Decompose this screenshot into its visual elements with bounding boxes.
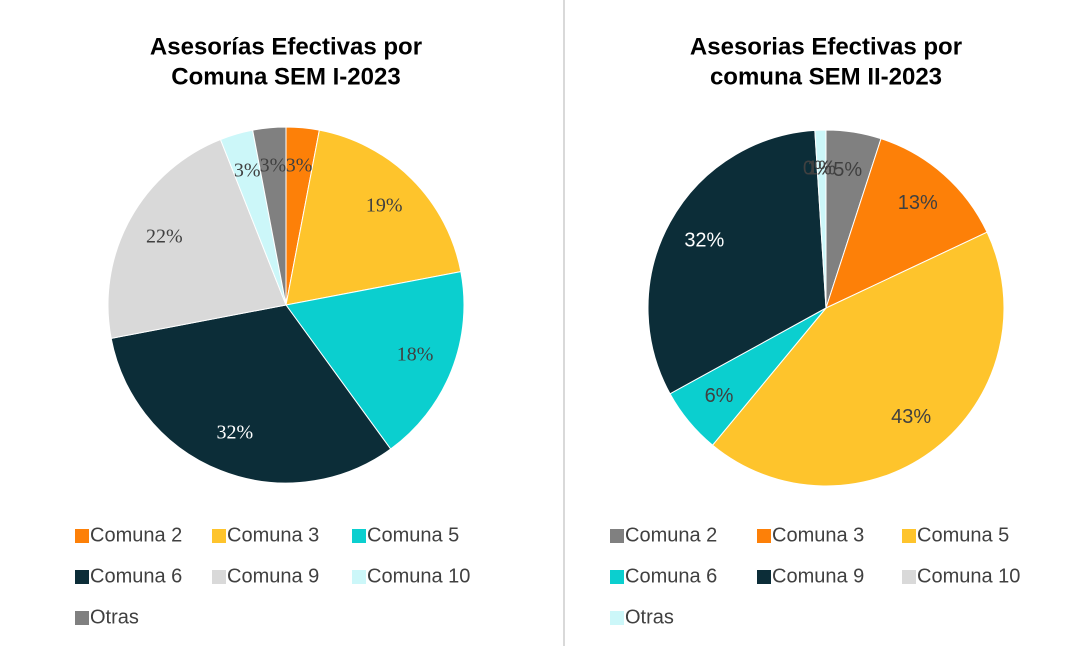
data-label: 3% <box>234 159 261 181</box>
data-label: 0% <box>803 158 832 180</box>
chart-title: Comuna SEM I-2023 <box>171 63 400 90</box>
pie-slice <box>252 126 287 306</box>
legend-swatch <box>610 570 624 584</box>
legend-label: Comuna 10 <box>367 565 470 587</box>
legend-swatch <box>610 529 624 543</box>
legend-swatch <box>212 529 226 543</box>
legend-swatch <box>757 570 771 584</box>
pie-slice <box>285 271 465 450</box>
legend-swatch <box>212 570 226 584</box>
pie-slice <box>107 138 287 339</box>
legend-label: Comuna 2 <box>90 524 182 546</box>
data-label: 32% <box>684 229 724 251</box>
legend-swatch <box>75 529 89 543</box>
legend-swatch <box>75 611 89 625</box>
data-label: 3% <box>286 154 313 176</box>
legend-label: Comuna 9 <box>227 565 319 587</box>
chart-title: Asesorias Efectivas por <box>690 33 962 60</box>
legend-label: Comuna 3 <box>227 524 319 546</box>
pie-slice <box>110 304 392 484</box>
legend-label: Comuna 3 <box>772 524 864 546</box>
legend-label: Otras <box>90 606 139 628</box>
data-label: 32% <box>217 422 254 444</box>
legend-swatch <box>75 570 89 584</box>
legend-swatch <box>757 529 771 543</box>
data-label: 43% <box>891 406 931 428</box>
pie-slice <box>825 138 988 309</box>
data-label: 6% <box>705 385 734 407</box>
data-label: 18% <box>397 344 434 366</box>
chart-title: Asesorías Efectivas por <box>150 33 422 60</box>
data-label: 1% <box>807 158 836 180</box>
legend-label: Comuna 6 <box>90 565 182 587</box>
legend-label: Comuna 2 <box>625 524 717 546</box>
data-label: 19% <box>366 194 403 216</box>
legend-swatch <box>352 570 366 584</box>
pie-slice <box>711 231 1005 487</box>
data-label: 13% <box>898 192 938 214</box>
data-label: 3% <box>260 154 287 176</box>
pie-slice <box>285 129 462 306</box>
chart-title: comuna SEM II-2023 <box>710 63 942 90</box>
legend-swatch <box>352 529 366 543</box>
legend-swatch <box>902 529 916 543</box>
legend-label: Comuna 9 <box>772 565 864 587</box>
data-label: 22% <box>146 226 183 248</box>
data-label: 5% <box>833 159 862 181</box>
legend-label: Comuna 10 <box>917 565 1020 587</box>
legend-swatch <box>902 570 916 584</box>
legend-label: Otras <box>625 606 674 628</box>
legend-label: Comuna 6 <box>625 565 717 587</box>
pie-slice <box>814 129 827 309</box>
legend-label: Comuna 5 <box>917 524 1009 546</box>
legend-label: Comuna 5 <box>367 524 459 546</box>
pie-slice <box>647 129 827 395</box>
legend-swatch <box>610 611 624 625</box>
